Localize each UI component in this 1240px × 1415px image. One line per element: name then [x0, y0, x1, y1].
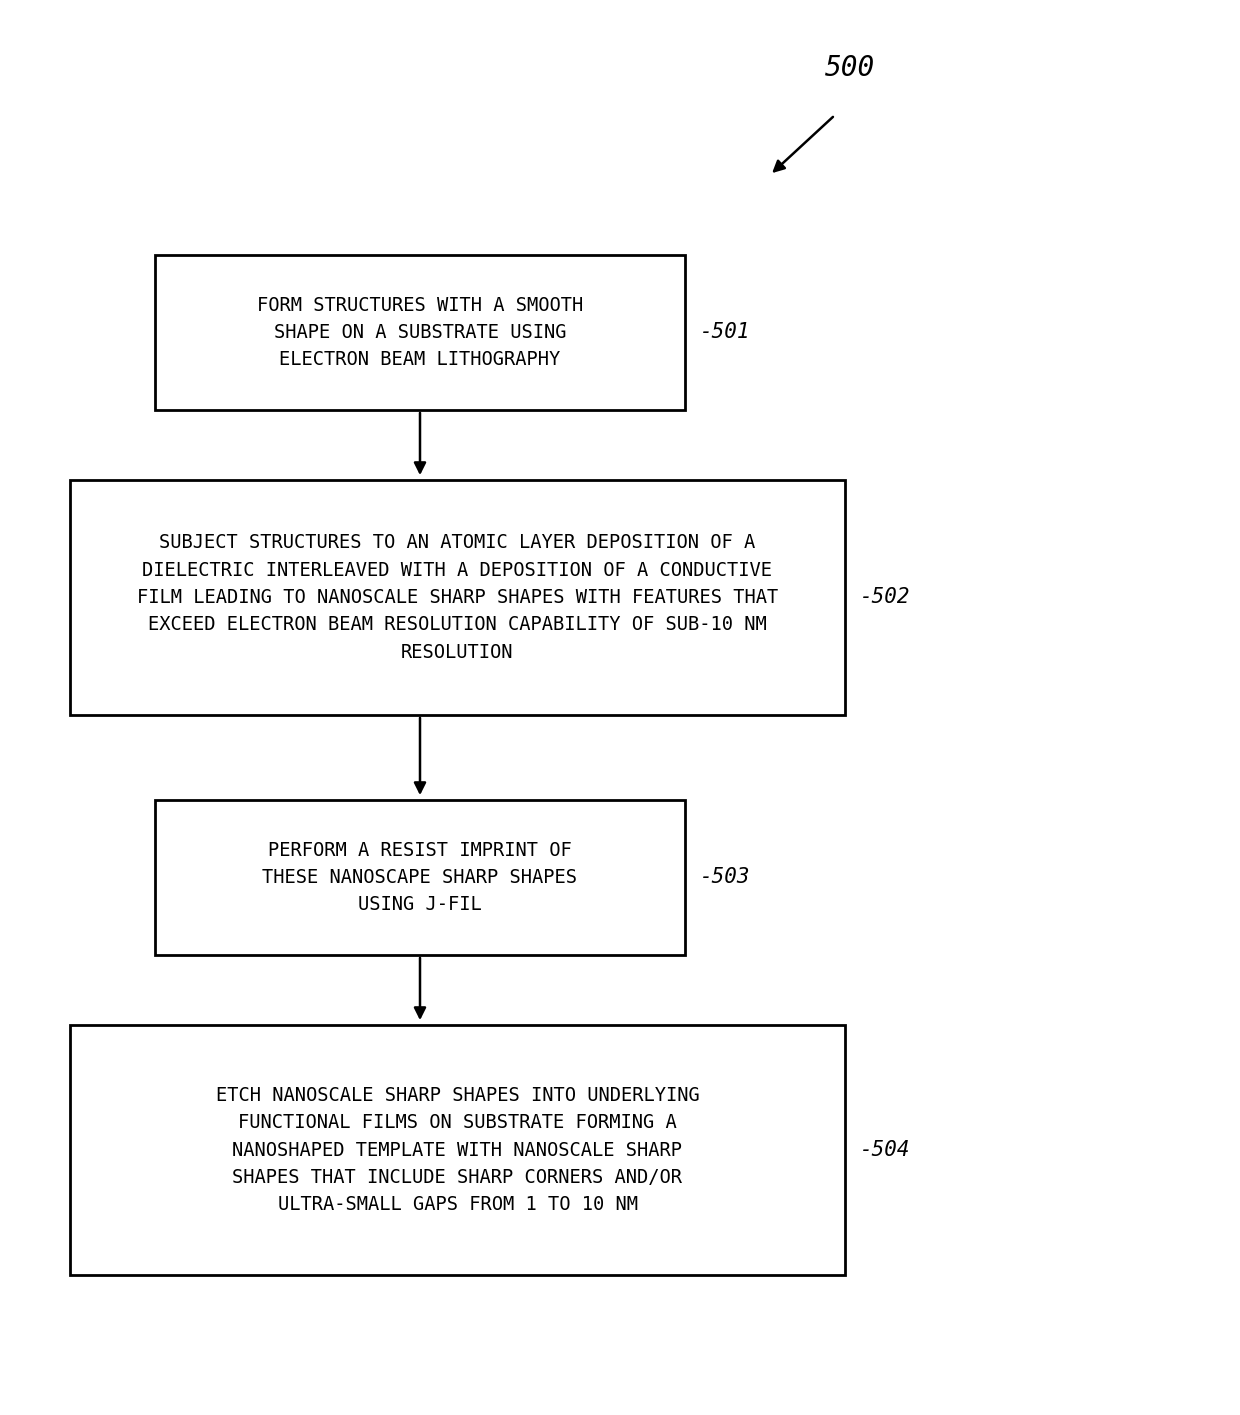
- Text: -502: -502: [861, 587, 910, 607]
- Text: PERFORM A RESIST IMPRINT OF
THESE NANOSCAPE SHARP SHAPES
USING J-FIL: PERFORM A RESIST IMPRINT OF THESE NANOSC…: [263, 841, 578, 914]
- Bar: [69, 480, 844, 715]
- Bar: [155, 799, 684, 955]
- Text: -503: -503: [701, 867, 750, 887]
- Text: SUBJECT STRUCTURES TO AN ATOMIC LAYER DEPOSITION OF A
DIELECTRIC INTERLEAVED WIT: SUBJECT STRUCTURES TO AN ATOMIC LAYER DE…: [136, 533, 779, 661]
- Bar: [155, 255, 684, 410]
- Text: -504: -504: [861, 1140, 910, 1160]
- Bar: [69, 1024, 844, 1275]
- Text: 500: 500: [825, 54, 875, 82]
- Text: FORM STRUCTURES WITH A SMOOTH
SHAPE ON A SUBSTRATE USING
ELECTRON BEAM LITHOGRAP: FORM STRUCTURES WITH A SMOOTH SHAPE ON A…: [257, 296, 583, 369]
- Text: ETCH NANOSCALE SHARP SHAPES INTO UNDERLYING
FUNCTIONAL FILMS ON SUBSTRATE FORMIN: ETCH NANOSCALE SHARP SHAPES INTO UNDERLY…: [216, 1085, 699, 1214]
- Text: -501: -501: [701, 323, 750, 342]
